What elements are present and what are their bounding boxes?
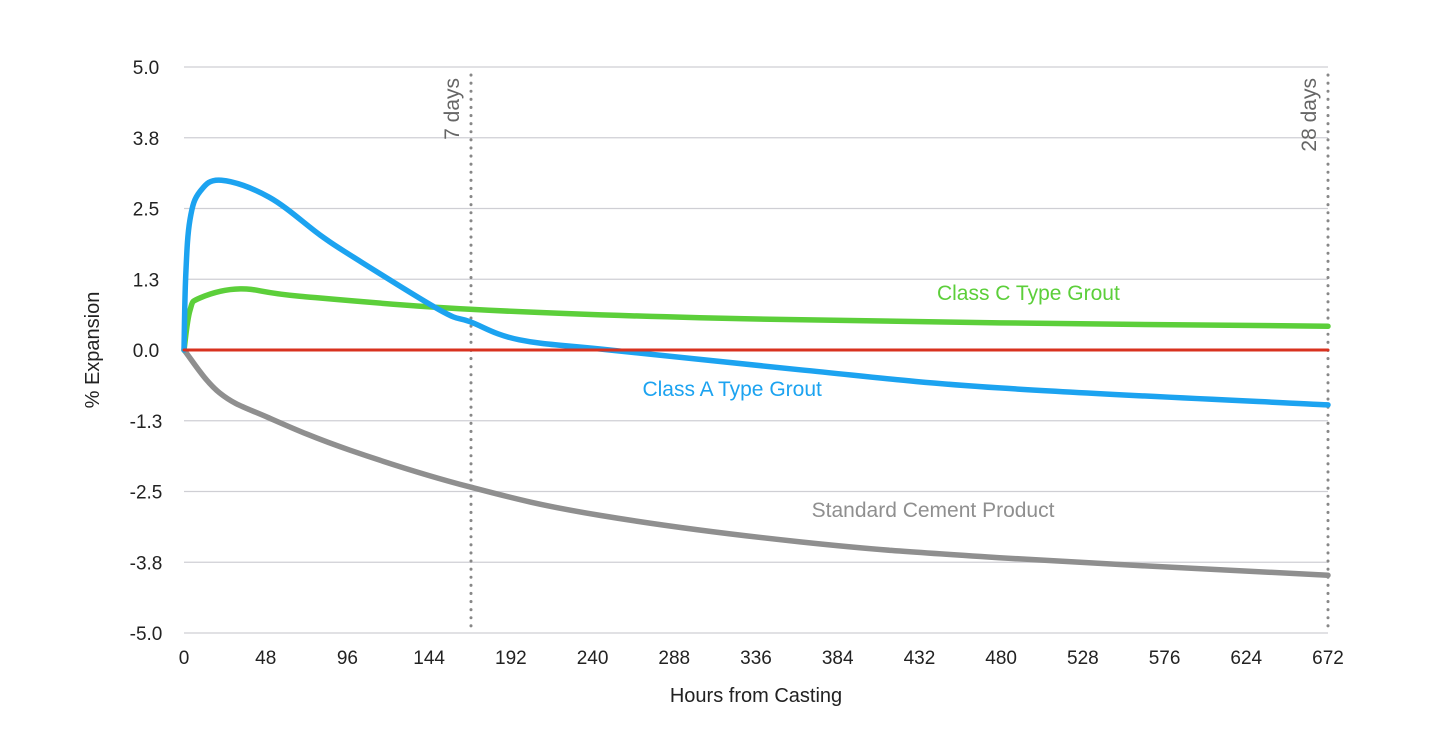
x-tick-label: 624 <box>1230 648 1262 669</box>
x-tick-label: 48 <box>255 648 276 669</box>
x-tick-label: 672 <box>1312 648 1344 669</box>
x-axis-title: Hours from Casting <box>670 685 842 707</box>
y-tick-label: 1.3 <box>133 270 159 291</box>
y-tick-label: -2.5 <box>130 483 163 504</box>
class-c-type-grout-line <box>181 286 1331 353</box>
y-tick-label: 2.5 <box>133 200 159 221</box>
x-tick-label: 384 <box>822 648 854 669</box>
y-axis-ticks: 5.0 3.8 2.5 1.3 0.0 -1.3 -2.5 -3.8 -5.0 <box>130 58 163 645</box>
x-tick-label: 336 <box>740 648 772 669</box>
y-tick-label: -3.8 <box>130 553 163 574</box>
x-axis-ticks: 0 48 96 144 192 240 288 336 384 432 480 528 576 624 67… <box>179 648 1344 669</box>
y-tick-label: -1.3 <box>130 412 163 433</box>
y-tick-label: 5.0 <box>133 58 159 79</box>
marker-label: 7 days <box>441 78 464 140</box>
x-tick-label: 96 <box>337 648 358 669</box>
series-label: Class C Type Grout <box>937 282 1120 305</box>
y-tick-label: 0.0 <box>133 341 159 362</box>
y-tick-label: -5.0 <box>130 624 163 645</box>
series-label: Class A Type Grout <box>642 378 822 401</box>
x-tick-label: 0 <box>179 648 190 669</box>
series-label: Standard Cement Product <box>812 499 1055 522</box>
class-a-type-grout-line <box>181 177 1331 408</box>
time-markers: 7 days 28 days <box>441 73 1330 635</box>
x-tick-label: 528 <box>1067 648 1099 669</box>
x-tick-label: 432 <box>904 648 936 669</box>
x-tick-label: 192 <box>495 648 527 669</box>
x-tick-label: 240 <box>577 648 609 669</box>
y-axis-title: % Expansion <box>82 292 104 409</box>
y-tick-label: 3.8 <box>133 129 159 150</box>
x-tick-label: 480 <box>985 648 1017 669</box>
series-lines <box>181 177 1331 579</box>
standard-cement-product-line <box>181 347 1331 579</box>
marker-label: 28 days <box>1298 78 1321 152</box>
x-tick-label: 288 <box>658 648 690 669</box>
x-tick-label: 144 <box>413 648 445 669</box>
x-tick-label: 576 <box>1149 648 1181 669</box>
series-labels: Standard Cement Product Class C Type Grou… <box>642 282 1119 522</box>
